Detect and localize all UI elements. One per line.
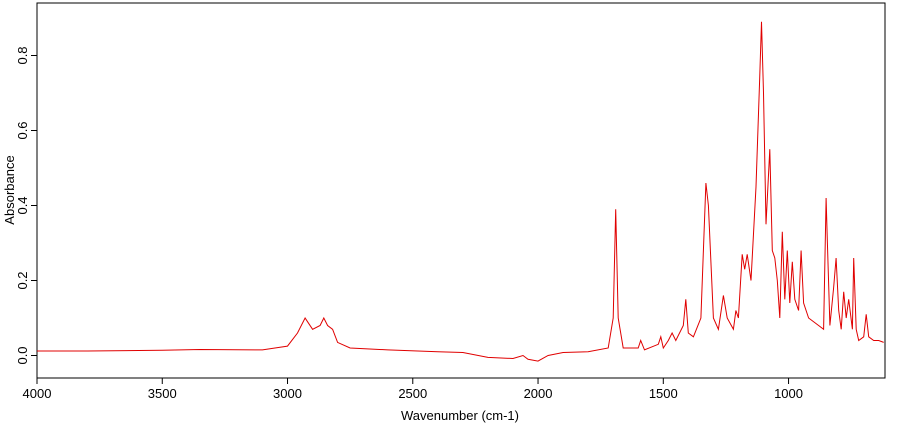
y-tick-label: 0.6 xyxy=(15,121,30,139)
y-tick-label: 0.8 xyxy=(15,46,30,64)
y-tick-label: 0.4 xyxy=(15,196,30,214)
x-tick-label: 1000 xyxy=(774,386,803,401)
y-tick-label: 0.0 xyxy=(15,346,30,364)
x-tick-label: 3500 xyxy=(148,386,177,401)
x-tick-label: 1500 xyxy=(649,386,678,401)
x-tick-label: 2000 xyxy=(524,386,553,401)
y-tick-label: 0.2 xyxy=(15,271,30,289)
x-tick-label: 3000 xyxy=(273,386,302,401)
spectrum-line xyxy=(37,21,884,362)
plot-area xyxy=(36,2,886,379)
y-axis-label: Absorbance xyxy=(2,155,17,224)
x-axis-label: Wavenumber (cm-1) xyxy=(401,408,519,423)
x-tick-label: 4000 xyxy=(23,386,52,401)
x-tick-label: 2500 xyxy=(398,386,427,401)
